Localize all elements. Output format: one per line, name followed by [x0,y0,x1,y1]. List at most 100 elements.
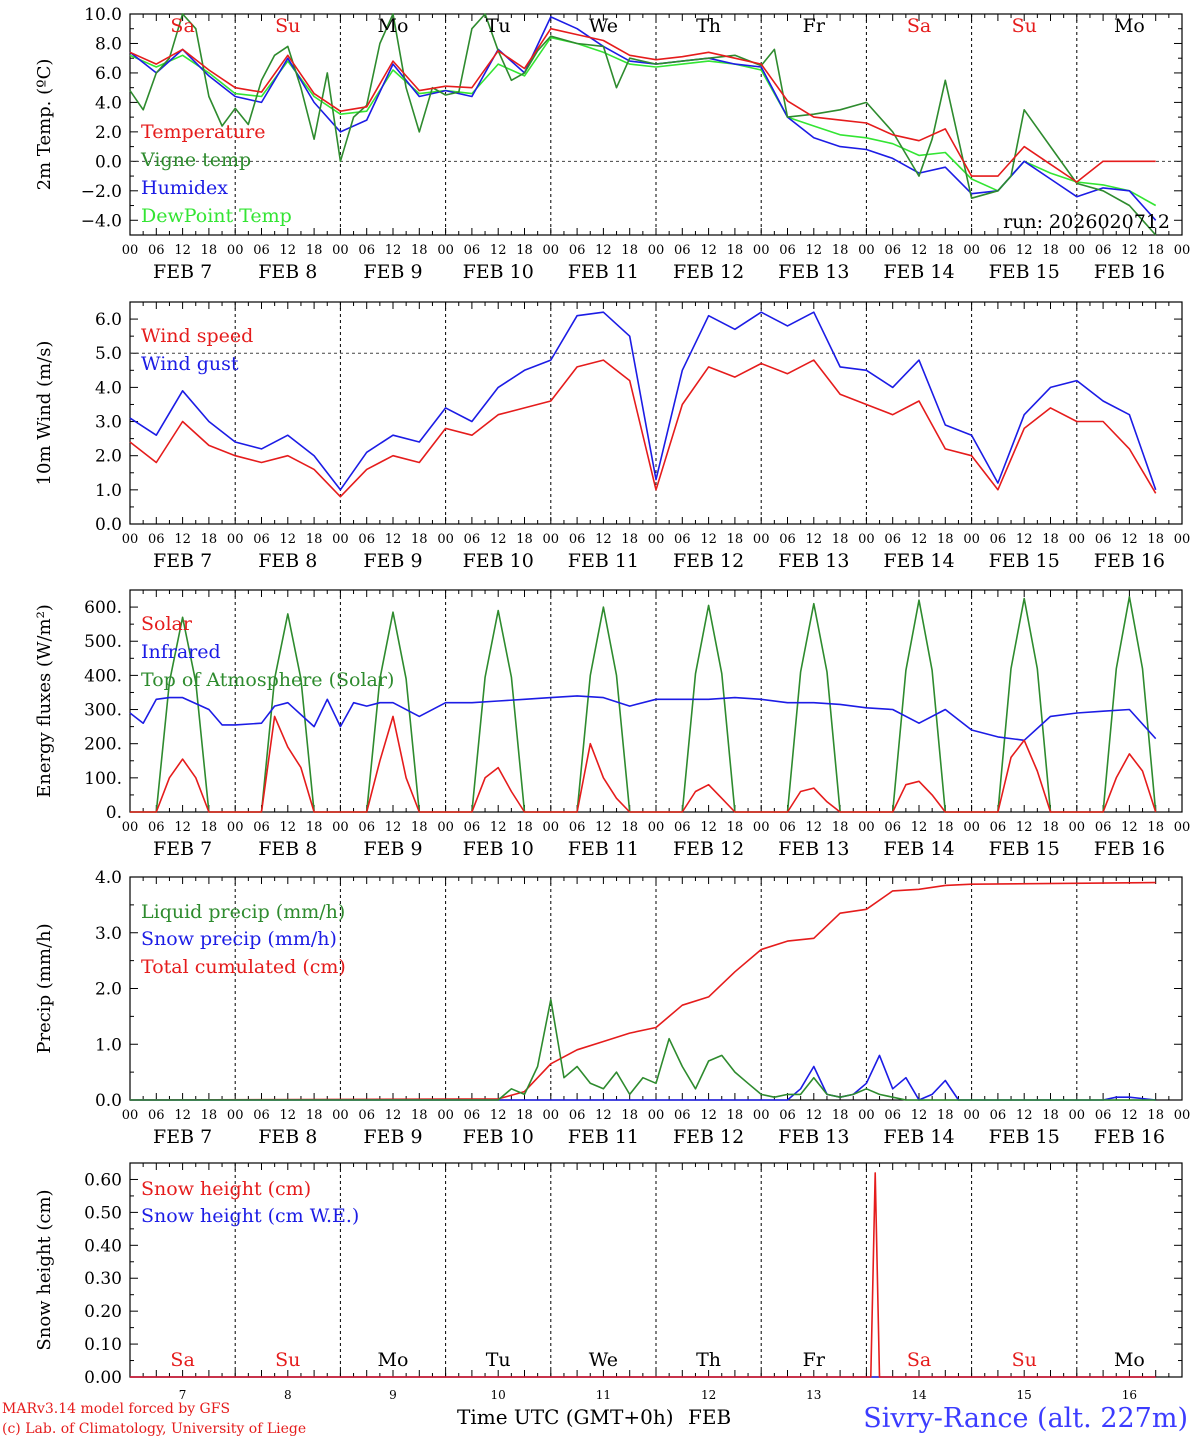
legend-entry: Infrared [141,641,221,663]
hour-tick-label: 00 [753,243,770,258]
series-line-1-2 [129,13,1157,236]
legend-entry: Humidex [141,177,228,199]
y-tick-label: 10.0 [84,5,122,25]
weekday-label: Tu [486,15,511,37]
hour-tick-label: 18 [306,1108,323,1123]
hour-tick-label: 06 [148,820,165,835]
hour-tick-label: 06 [990,243,1007,258]
series-group [129,595,1157,813]
hour-tick-label: 12 [700,820,717,835]
weekday-label: Mo [378,15,409,37]
date-label: FEB 13 [778,261,849,283]
y-tick-label: 0.50 [84,1203,122,1223]
hour-tick-label: 06 [1095,532,1112,547]
legend-entry: Wind speed [141,325,253,347]
hour-tick-label: 06 [990,820,1007,835]
hour-tick-label: 12 [385,243,402,258]
y-tick-label: 1.0 [95,1035,122,1055]
hour-tick-label: 00 [227,532,244,547]
legend-entry: Top of Atmosphere (Solar) [141,669,394,691]
hour-tick-label: 18 [1147,1108,1164,1123]
hour-tick-label: 06 [358,1108,375,1123]
meteogram-panels: −4.0 −2.0 0.0 2.0 4.0 6.0 8.0 10.0 2m Temp. (ºC)… [34,5,1190,1402]
y-tick-label: 4.0 [95,868,122,888]
y-tick-label: 0.30 [84,1269,122,1289]
hour-tick-label: 18 [411,243,428,258]
hour-tick-label: 18 [832,820,849,835]
weekday-label: Th [696,1349,721,1371]
hour-tick-label: 12 [911,820,928,835]
hour-tick-label: 12 [490,1108,507,1123]
hour-tick-label: 12 [385,820,402,835]
date-label: FEB 14 [883,550,954,572]
y-tick-label: −4.0 [81,211,122,231]
hour-tick-label: 00 [543,532,560,547]
y-tick-label: 1.0 [95,481,122,501]
hour-tick-label: 12 [806,1108,823,1123]
hour-tick-label: 06 [464,1108,481,1123]
hour-tick-label: 00 [1174,1108,1191,1123]
hour-tick-label: 12 [911,1108,928,1123]
hour-tick-label: 12 [1121,532,1138,547]
hour-tick-label: 06 [148,243,165,258]
hour-tick-label: 00 [648,243,665,258]
date-label: FEB 13 [778,550,849,572]
hour-tick-label: 00 [1174,243,1191,258]
y-tick-label: 8.0 [95,34,122,54]
hour-tick-label: 18 [516,243,533,258]
legend-entry: Wind gust [141,353,239,375]
hour-tick-label: 18 [727,532,744,547]
series-line-1-3 [129,16,1157,221]
hour-tick-label: 06 [464,532,481,547]
weekday-label: Fr [803,15,826,37]
hour-tick-label: 18 [832,532,849,547]
hour-tick-label: 18 [621,532,638,547]
date-label: FEB 12 [673,261,744,283]
date-label: FEB 16 [1094,838,1165,860]
hour-tick-label: 18 [201,243,218,258]
hour-tick-label: 18 [306,532,323,547]
hour-tick-label: 06 [358,820,375,835]
hour-tick-label: 00 [437,243,454,258]
hour-tick-label: 00 [227,1108,244,1123]
weekday-label: Mo [378,1349,409,1371]
series-group [129,13,1157,236]
y-tick-label: 0.20 [84,1302,122,1322]
hour-tick-label: 06 [569,243,586,258]
hour-tick-label: 00 [122,1108,139,1123]
date-label: FEB 9 [363,550,422,572]
hour-tick-label: 00 [122,243,139,258]
series-line-2-2 [129,311,1157,491]
hour-tick-label: 00 [332,820,349,835]
hour-tick-label: 18 [1147,532,1164,547]
x-axis-month: FEB [688,1405,731,1429]
date-label: FEB 15 [989,838,1060,860]
hour-tick-label: 18 [1147,243,1164,258]
weekday-label: Sa [907,15,931,37]
hour-tick-label: 18 [306,243,323,258]
date-label: FEB 15 [989,261,1060,283]
y-axis-title: Precip (mm/h) [34,923,55,1053]
y-axis-title: 2m Temp. (ºC) [34,59,55,191]
hour-tick-label: 12 [280,1108,297,1123]
hour-tick-label: 06 [990,532,1007,547]
date-label: FEB 10 [463,550,534,572]
hour-tick-label: 12 [490,243,507,258]
weekday-label: We [589,15,618,37]
hour-tick-label: 00 [753,532,770,547]
hour-tick-label: 00 [858,820,875,835]
hour-tick-label: 18 [727,820,744,835]
hour-tick-label: 12 [595,1108,612,1123]
date-label: FEB 9 [363,261,422,283]
hour-tick-label: 06 [674,532,691,547]
hour-tick-label: 12 [1121,1108,1138,1123]
y-tick-label: 300. [84,701,122,721]
y-tick-label: 6.0 [95,310,122,330]
hour-tick-label: 18 [832,1108,849,1123]
date-label: FEB 12 [673,550,744,572]
hour-tick-label: 00 [332,532,349,547]
day-number: 10 [491,1388,506,1402]
hour-tick-label: 18 [937,243,954,258]
hour-tick-label: 12 [280,532,297,547]
